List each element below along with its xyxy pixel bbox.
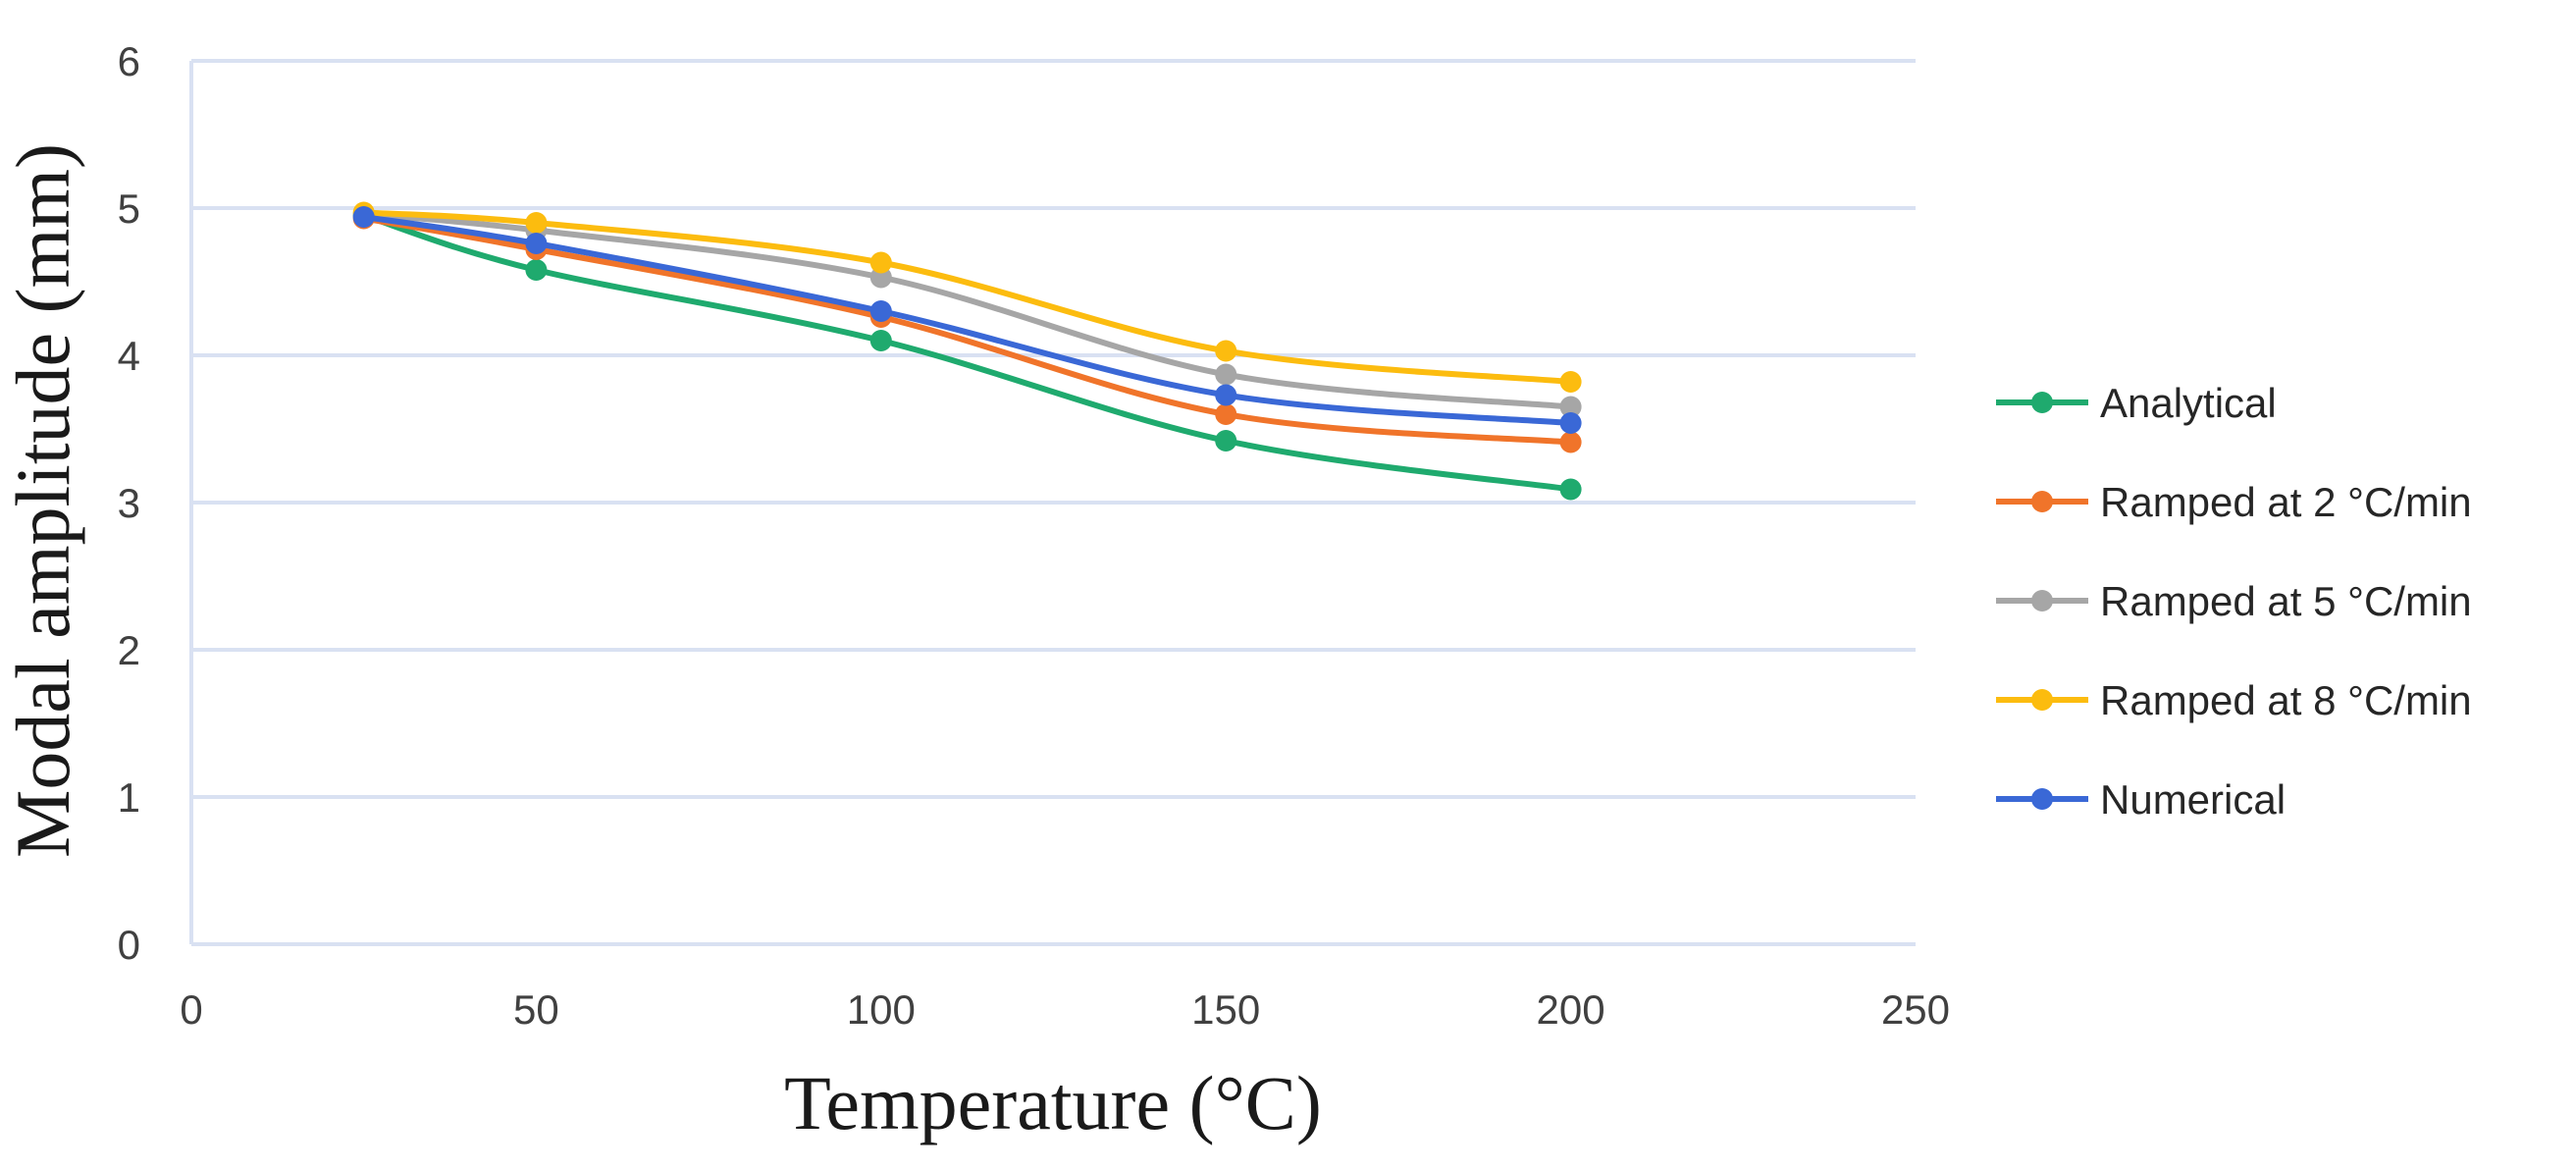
data-point <box>869 330 892 351</box>
x-tick-label: 50 <box>513 986 559 1033</box>
data-point <box>1559 371 1582 393</box>
legend-label: Ramped at 8 °C/min <box>2100 677 2472 723</box>
data-point <box>1215 363 1237 386</box>
y-axis-title: Modal amplitude (mm) <box>0 143 85 858</box>
y-tick-label: 6 <box>118 38 140 84</box>
x-tick-label: 0 <box>180 986 202 1033</box>
x-tick-label: 250 <box>1881 986 1950 1033</box>
legend-item: Ramped at 5 °C/min <box>1996 578 2472 624</box>
legend-marker <box>2031 590 2053 612</box>
series-line <box>363 214 1571 426</box>
x-tick-label: 200 <box>1537 986 1605 1033</box>
y-tick-label: 4 <box>118 333 140 379</box>
x-tick-label: 150 <box>1191 986 1260 1033</box>
data-point <box>1559 431 1582 453</box>
axes <box>189 61 1916 946</box>
data-point <box>1559 396 1582 418</box>
gridlines <box>191 59 1916 799</box>
data-point <box>525 233 548 254</box>
y-tick-label: 3 <box>118 480 140 526</box>
legend-item: Ramped at 2 °C/min <box>1996 479 2472 525</box>
legend-item: Analytical <box>1996 380 2277 426</box>
x-axis-title: Temperature (°C) <box>784 1060 1322 1145</box>
data-point <box>1215 403 1237 425</box>
legend-marker <box>2031 392 2053 413</box>
series-line <box>363 209 1571 385</box>
legend-marker <box>2031 689 2053 711</box>
tick-labels: 0 1 2 3 4 5 6 0 50 100 150 200 250 <box>118 38 1950 1033</box>
data-point <box>525 259 548 281</box>
data-point <box>1215 384 1237 406</box>
legend-item: Numerical <box>1996 776 2286 823</box>
data-point <box>1215 430 1237 452</box>
data-point <box>1215 340 1237 362</box>
series-line <box>363 211 1571 410</box>
legend-label: Ramped at 2 °C/min <box>2100 479 2472 525</box>
series-line <box>362 212 1572 493</box>
series-line <box>363 215 1571 446</box>
legend-marker <box>2031 788 2053 810</box>
data-point <box>525 212 548 234</box>
y-tick-label: 0 <box>118 922 140 968</box>
legend-item: Ramped at 8 °C/min <box>1996 677 2472 723</box>
data-point <box>869 251 892 274</box>
legend-marker <box>2031 491 2053 512</box>
legend: Analytical Ramped at 2 °C/min Ramped at 5 … <box>1996 380 2472 823</box>
data-point <box>1559 478 1582 501</box>
legend-label: Ramped at 5 °C/min <box>2100 578 2472 624</box>
x-tick-label: 100 <box>847 986 916 1033</box>
legend-label: Analytical <box>2100 380 2277 426</box>
series-3 <box>352 201 1582 393</box>
y-tick-label: 1 <box>118 774 140 821</box>
data-point <box>1559 412 1582 434</box>
data-point <box>869 300 892 322</box>
y-tick-label: 2 <box>118 627 140 673</box>
legend-label: Numerical <box>2100 776 2286 823</box>
series-layer <box>352 201 1582 501</box>
y-tick-label: 5 <box>118 186 140 232</box>
data-point <box>352 206 375 228</box>
series-4 <box>352 206 1582 434</box>
